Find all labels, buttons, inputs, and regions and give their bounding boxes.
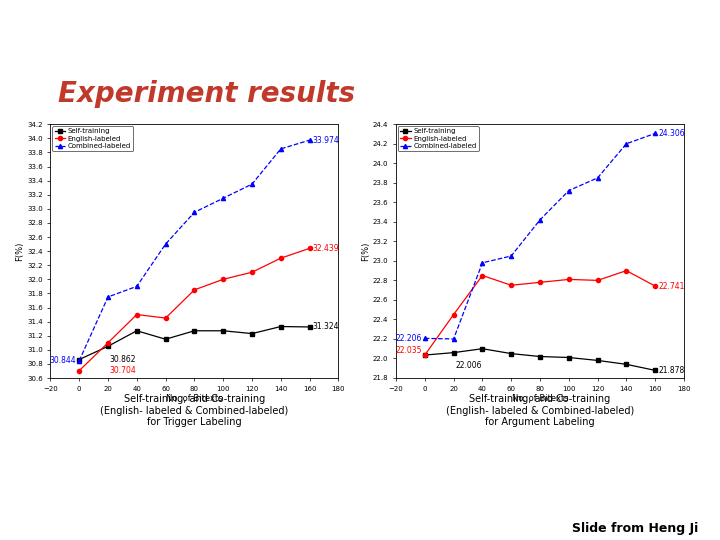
Self-training [622, 361, 631, 368]
Combined-labeled [132, 283, 141, 289]
Self-training [651, 367, 660, 374]
Text: 22.006: 22.006 [455, 361, 482, 370]
Text: 33.974: 33.974 [312, 136, 339, 145]
Text: 22.741: 22.741 [658, 282, 685, 291]
Self-training [449, 349, 458, 356]
Text: 41: 41 [9, 10, 24, 20]
Text: 24.306: 24.306 [658, 129, 685, 138]
Self-training [593, 357, 602, 363]
Text: 21.878: 21.878 [658, 366, 684, 375]
Combined-labeled [420, 335, 429, 342]
Text: Experiment results: Experiment results [58, 80, 355, 108]
English-labeled [593, 277, 602, 284]
Self-training [478, 346, 487, 352]
English-labeled [478, 272, 487, 279]
Combined-labeled [593, 174, 602, 181]
Y-axis label: F(%): F(%) [361, 241, 370, 261]
Line: Combined-labeled: Combined-labeled [423, 131, 657, 341]
Combined-labeled [161, 241, 170, 247]
English-labeled [651, 283, 660, 289]
English-labeled [161, 315, 170, 321]
Combined-labeled [564, 187, 573, 194]
X-axis label: No. of Bitexts: No. of Bitexts [512, 394, 568, 403]
Text: Self-training, and Co-training
(English- labeled & Combined-labeled)
for Argumen: Self-training, and Co-training (English-… [446, 394, 634, 427]
Combined-labeled [478, 260, 487, 266]
Text: 30.844: 30.844 [50, 356, 76, 365]
Line: English-labeled: English-labeled [77, 246, 312, 373]
English-labeled [276, 255, 285, 261]
Combined-labeled [622, 140, 631, 147]
Text: 30.862: 30.862 [109, 355, 136, 364]
Self-training [104, 343, 112, 349]
Text: 30.704: 30.704 [109, 366, 136, 375]
Combined-labeled [248, 181, 256, 187]
Self-training [132, 328, 141, 334]
Combined-labeled [75, 357, 84, 364]
Self-training [75, 356, 84, 363]
Line: Self-training: Self-training [77, 325, 312, 362]
English-labeled [449, 312, 458, 318]
Combined-labeled [276, 146, 285, 152]
Self-training [536, 353, 544, 360]
Line: Self-training: Self-training [423, 347, 657, 373]
X-axis label: No. of Bitexts: No. of Bitexts [166, 394, 222, 403]
Self-training [219, 328, 228, 334]
Self-training [161, 336, 170, 342]
Text: Slide from Heng Ji: Slide from Heng Ji [572, 522, 698, 535]
Self-training [276, 323, 285, 330]
Self-training [305, 323, 314, 330]
English-labeled [75, 367, 84, 374]
Combined-labeled [536, 217, 544, 223]
Text: 31.324: 31.324 [312, 322, 339, 332]
English-labeled [536, 279, 544, 286]
Combined-labeled [651, 130, 660, 137]
Line: English-labeled: English-labeled [423, 268, 657, 357]
Self-training [420, 352, 429, 359]
English-labeled [132, 312, 141, 318]
Combined-labeled [219, 195, 228, 201]
Line: Combined-labeled: Combined-labeled [77, 138, 312, 363]
Y-axis label: F(%): F(%) [15, 241, 24, 261]
Text: 32.439: 32.439 [312, 244, 339, 253]
Text: 22.206: 22.206 [395, 334, 422, 343]
English-labeled [219, 276, 228, 282]
Combined-labeled [449, 336, 458, 342]
Combined-labeled [305, 137, 314, 144]
Self-training [248, 330, 256, 337]
Combined-labeled [190, 209, 199, 215]
Combined-labeled [507, 253, 516, 259]
English-labeled [622, 267, 631, 274]
Legend: Self-training, English-labeled, Combined-labeled: Self-training, English-labeled, Combined… [53, 126, 133, 151]
English-labeled [420, 352, 429, 359]
Self-training [190, 328, 199, 334]
English-labeled [507, 282, 516, 288]
Legend: Self-training, English-labeled, Combined-labeled: Self-training, English-labeled, Combined… [398, 126, 479, 151]
Text: 22.035: 22.035 [395, 346, 422, 355]
English-labeled [190, 287, 199, 293]
English-labeled [564, 276, 573, 282]
English-labeled [305, 245, 314, 252]
English-labeled [248, 269, 256, 275]
Self-training [507, 350, 516, 357]
Combined-labeled [104, 294, 112, 300]
English-labeled [104, 340, 112, 346]
Text: Self-training, and Co-training
(English- labeled & Combined-labeled)
for Trigger: Self-training, and Co-training (English-… [100, 394, 289, 427]
Self-training [564, 354, 573, 361]
